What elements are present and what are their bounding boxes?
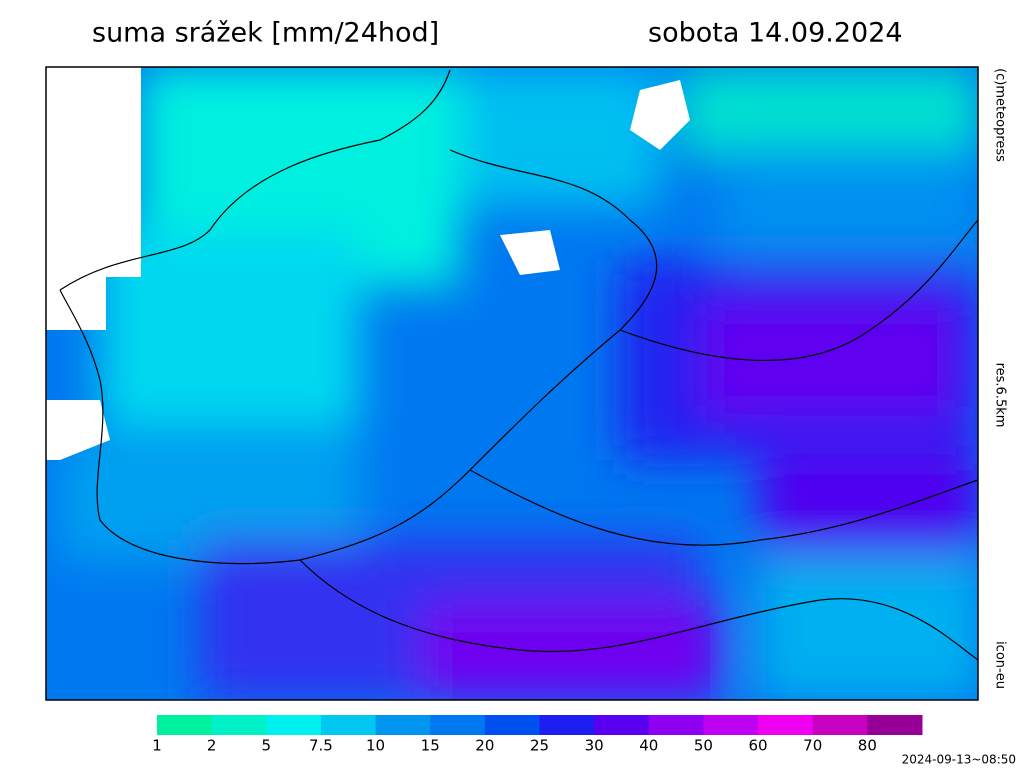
model: icon-eu	[993, 641, 1008, 689]
legend-swatch	[648, 715, 704, 735]
legend-swatch	[211, 715, 267, 735]
legend-swatch	[703, 715, 759, 735]
legend-swatch	[430, 715, 486, 735]
copyright: (c)meteopress	[993, 68, 1008, 162]
legend-swatch	[594, 715, 650, 735]
legend-label: 7.5	[309, 737, 333, 755]
legend-label: 25	[530, 737, 549, 755]
legend-swatch	[375, 715, 431, 735]
legend-label: 50	[694, 737, 713, 755]
map-frame	[45, 66, 979, 701]
legend-swatch	[758, 715, 814, 735]
date: sobota 14.09.2024	[648, 18, 903, 49]
legend-label: 80	[858, 737, 877, 755]
legend-label: 70	[803, 737, 822, 755]
resolution: res.6.5km	[993, 363, 1008, 428]
legend-swatch	[867, 715, 923, 735]
legend-label: 1	[152, 737, 162, 755]
legend-swatch	[484, 715, 540, 735]
title: suma srážek [mm/24hod]	[92, 18, 439, 49]
legend-swatch	[812, 715, 868, 735]
legend-label: 15	[421, 737, 440, 755]
legend: 1 2 5 7.5 10 15 20 25 30 40 50 60 70 80	[152, 715, 923, 755]
legend-swatch	[539, 715, 595, 735]
legend-label: 5	[262, 737, 272, 755]
legend-swatch	[157, 715, 213, 735]
legend-label: 2	[207, 737, 217, 755]
legend-swatch	[320, 715, 377, 735]
legend-label: 20	[475, 737, 494, 755]
precip-map	[46, 67, 978, 700]
legend-label: 10	[366, 737, 385, 755]
legend-label: 40	[639, 737, 658, 755]
legend-label: 60	[749, 737, 768, 755]
legend-label: 30	[585, 737, 604, 755]
timestamp: 2024-09-13~08:50	[902, 753, 1016, 767]
legend-swatch	[266, 715, 322, 735]
